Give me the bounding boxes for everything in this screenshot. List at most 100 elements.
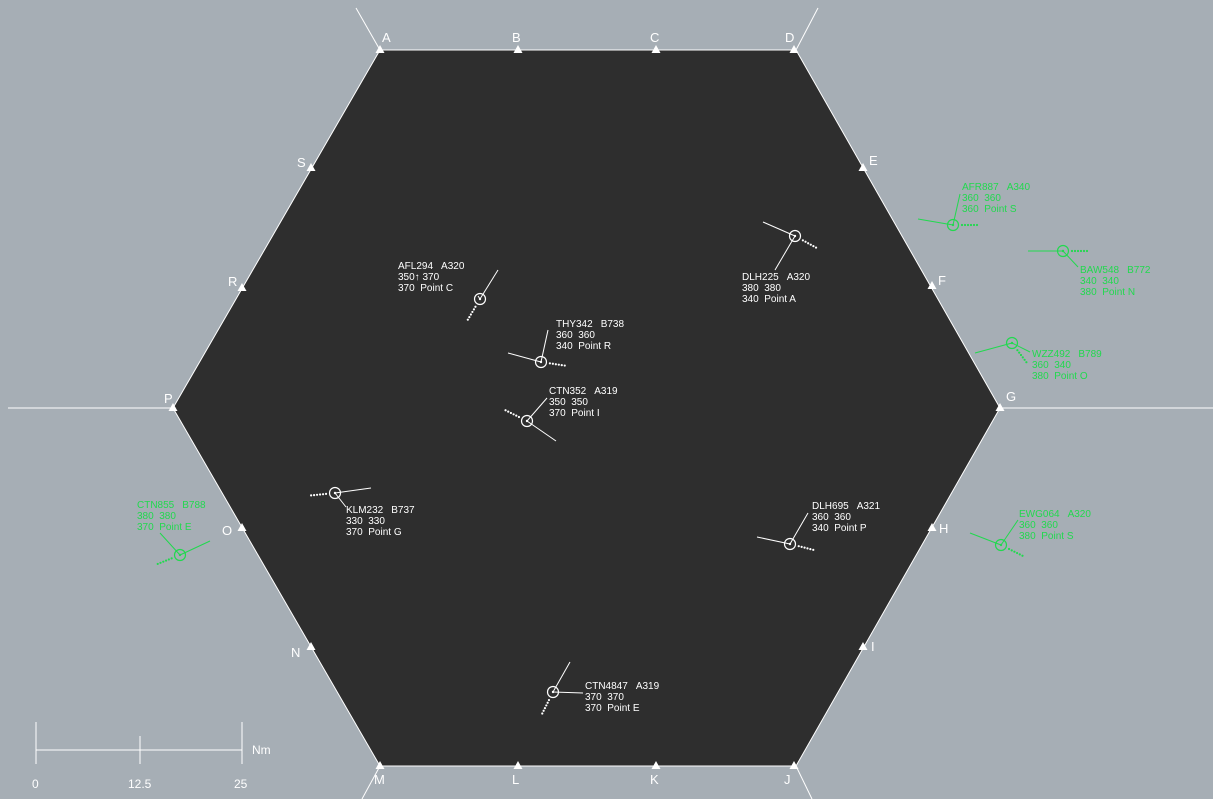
fix-s[interactable]: S (297, 155, 316, 171)
aircraft-symbol-icon[interactable] (946, 218, 960, 232)
fix-label: H (939, 521, 948, 536)
aircraft-type: A320 (1068, 509, 1092, 520)
fix-o[interactable]: O (222, 523, 247, 538)
callsign: DLH225 (742, 272, 779, 283)
triangle-icon (237, 523, 247, 531)
aircraft-type: A319 (594, 386, 618, 397)
aircraft-symbol-icon[interactable] (994, 538, 1008, 552)
fix-h[interactable]: H (927, 521, 949, 536)
exit-line: 370 Point C (398, 283, 453, 294)
aircraft-center-dot (539, 360, 543, 364)
history-dot (563, 364, 566, 367)
aircraft-symbol-icon[interactable] (1005, 336, 1019, 350)
history-dot (159, 561, 162, 564)
altitude-line: 350 350 (549, 397, 588, 408)
exit-line: 370 Point E (137, 522, 192, 533)
aircraft-symbol-icon[interactable] (520, 414, 534, 428)
aircraft-symbol-icon[interactable] (328, 486, 342, 500)
history-dot (975, 223, 979, 227)
aircraft-center-dot (951, 223, 955, 227)
history-dot (504, 409, 507, 412)
history-dot (315, 493, 319, 496)
history-dot (809, 547, 812, 551)
fix-i[interactable]: I (858, 639, 875, 654)
history-dot (969, 223, 973, 227)
aircraft-symbol-icon[interactable] (534, 355, 548, 369)
aircraft-symbol-icon[interactable] (788, 229, 802, 243)
history-dot (515, 414, 518, 417)
aircraft-symbol-icon[interactable] (1056, 244, 1070, 258)
fix-c[interactable]: C (650, 30, 661, 53)
fix-k[interactable]: K (650, 761, 661, 787)
fix-label: F (938, 273, 946, 288)
exit-line: 370 Point I (549, 408, 600, 419)
triangle-icon (927, 281, 937, 289)
fix-label: A (382, 30, 391, 45)
callsign: CTN855 (137, 500, 175, 511)
fix-l[interactable]: L (512, 761, 523, 787)
aircraft-symbol-icon[interactable] (783, 537, 797, 551)
fix-d[interactable]: D (785, 30, 799, 53)
history-dot (1076, 249, 1080, 253)
aircraft-symbol-icon[interactable] (173, 548, 187, 562)
aircraft-type: B772 (1127, 265, 1151, 276)
fix-e[interactable]: E (858, 153, 879, 171)
fix-f[interactable]: F (927, 273, 947, 289)
altitude-line: 380 380 (742, 283, 781, 294)
triangle-icon (927, 523, 937, 531)
aircraft-type: A320 (441, 261, 465, 272)
history-dot (812, 245, 815, 248)
aircraft-symbol-icon[interactable] (473, 292, 487, 306)
history-dot (1082, 249, 1086, 253)
fix-n[interactable]: N (291, 642, 316, 660)
history-dot (1085, 249, 1089, 253)
fix-a[interactable]: A (375, 30, 392, 53)
history-dot (472, 308, 476, 311)
fix-b[interactable]: B (512, 30, 523, 53)
scale-unit-label: Nm (252, 743, 271, 757)
history-dot (156, 562, 159, 566)
fix-p[interactable]: P (164, 391, 178, 411)
distance-scale: 0 12.5 25 Nm (32, 722, 271, 791)
history-dot (804, 240, 807, 243)
fix-m[interactable]: M (374, 761, 385, 787)
history-dot (509, 411, 513, 415)
fix-g[interactable]: G (995, 389, 1017, 411)
fix-j[interactable]: J (784, 761, 799, 787)
triangle-icon (306, 163, 316, 171)
aircraft-type: A319 (636, 681, 660, 692)
fix-r[interactable]: R (228, 274, 247, 291)
history-dot (466, 318, 469, 321)
triangle-icon (237, 283, 247, 291)
callsign: CTN4847 (585, 681, 628, 692)
history-dot (507, 410, 510, 413)
aircraft-symbol-icon[interactable] (546, 685, 560, 699)
history-dot (545, 704, 548, 707)
exit-line: 340 Point P (812, 523, 867, 534)
